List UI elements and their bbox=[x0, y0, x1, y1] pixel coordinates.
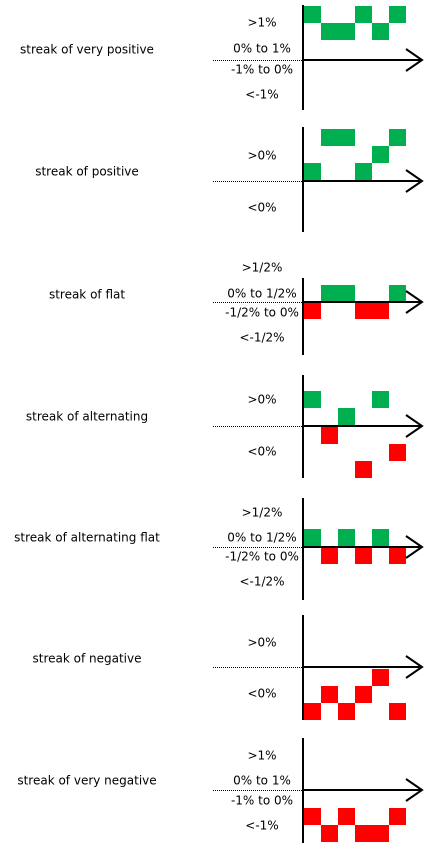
streak-cell bbox=[389, 444, 406, 461]
arrow-head bbox=[405, 778, 424, 802]
level-label: >0% bbox=[247, 393, 276, 407]
streak-cell bbox=[389, 6, 406, 23]
level-label: -1/2% to 0% bbox=[225, 306, 299, 320]
streak-cell bbox=[321, 285, 338, 302]
streak-cell bbox=[338, 129, 355, 146]
level-label: 0% to 1/2% bbox=[227, 531, 296, 545]
level-label: <-1% bbox=[245, 819, 278, 833]
streak-cell bbox=[304, 808, 321, 825]
streak-cell bbox=[355, 302, 372, 319]
streak-cell bbox=[355, 163, 372, 180]
level-label: <-1/2% bbox=[239, 331, 284, 345]
streak-cell bbox=[338, 529, 355, 546]
level-label: >1% bbox=[247, 749, 276, 763]
streak-cell bbox=[355, 686, 372, 703]
streak-cell bbox=[304, 163, 321, 180]
streak-cell bbox=[355, 547, 372, 564]
level-label: -1/2% to 0% bbox=[225, 550, 299, 564]
panel-title: streak of alternating flat bbox=[14, 531, 160, 545]
panel-title: streak of alternating bbox=[26, 410, 148, 424]
streak-cell bbox=[372, 825, 389, 842]
streak-cell bbox=[304, 6, 321, 23]
arrow-head bbox=[405, 655, 424, 679]
level-label: <0% bbox=[247, 445, 276, 459]
streak-cell bbox=[321, 23, 338, 40]
level-label: >1/2% bbox=[242, 506, 283, 520]
arrow-head bbox=[405, 290, 424, 314]
streak-cell bbox=[389, 808, 406, 825]
level-label: >0% bbox=[247, 149, 276, 163]
streak-cell bbox=[389, 547, 406, 564]
streak-cell bbox=[304, 703, 321, 720]
panel-title: streak of negative bbox=[33, 652, 142, 666]
arrow-head bbox=[405, 414, 424, 438]
level-label: -1% to 0% bbox=[231, 63, 293, 77]
streak-cell bbox=[389, 129, 406, 146]
streak-cell bbox=[372, 391, 389, 408]
level-label: 0% to 1% bbox=[233, 774, 291, 788]
panel-title: streak of very negative bbox=[17, 774, 156, 788]
streak-cell bbox=[355, 6, 372, 23]
streak-cell bbox=[355, 461, 372, 478]
panel-title: streak of positive bbox=[35, 165, 139, 179]
streak-cell bbox=[338, 285, 355, 302]
streak-cell bbox=[372, 529, 389, 546]
streak-cell bbox=[321, 686, 338, 703]
level-label: >1/2% bbox=[242, 261, 283, 275]
streak-cell bbox=[321, 547, 338, 564]
streak-cell bbox=[372, 669, 389, 686]
level-label: 0% to 1% bbox=[233, 42, 291, 56]
level-label: <-1% bbox=[245, 88, 278, 102]
streak-cell bbox=[304, 529, 321, 546]
level-label: <-1/2% bbox=[239, 575, 284, 589]
level-label: 0% to 1/2% bbox=[227, 287, 296, 301]
streak-cell bbox=[372, 146, 389, 163]
streak-cell bbox=[355, 825, 372, 842]
streak-cell bbox=[338, 703, 355, 720]
panel-title: streak of very positive bbox=[20, 43, 154, 57]
arrow-head bbox=[405, 169, 424, 193]
streak-cell bbox=[338, 408, 355, 425]
level-label: >0% bbox=[247, 636, 276, 650]
level-label: >1% bbox=[247, 16, 276, 30]
streak-cell bbox=[321, 427, 338, 444]
panel-title: streak of flat bbox=[49, 288, 125, 302]
streak-cell bbox=[338, 23, 355, 40]
streak-cell bbox=[321, 129, 338, 146]
streak-cell bbox=[304, 391, 321, 408]
streak-cell bbox=[338, 808, 355, 825]
streak-cell bbox=[304, 302, 321, 319]
streak-cell bbox=[372, 302, 389, 319]
arrow-head bbox=[405, 48, 424, 72]
level-label: -1% to 0% bbox=[231, 794, 293, 808]
level-label: <0% bbox=[247, 201, 276, 215]
level-label: <0% bbox=[247, 687, 276, 701]
streak-cell bbox=[389, 703, 406, 720]
streak-cell bbox=[372, 23, 389, 40]
streak-cell bbox=[321, 825, 338, 842]
arrow-head bbox=[405, 535, 424, 559]
streak-cell bbox=[389, 285, 406, 302]
